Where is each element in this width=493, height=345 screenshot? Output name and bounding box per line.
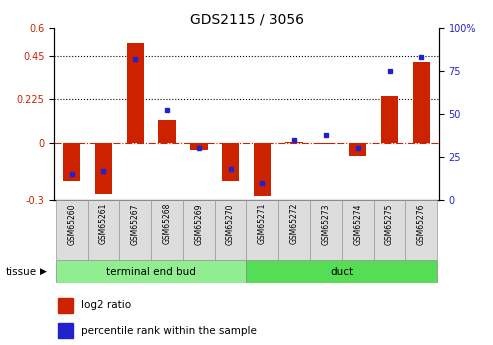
Text: GSM65270: GSM65270 <box>226 203 235 245</box>
Bar <box>56 260 246 283</box>
Bar <box>246 200 278 260</box>
Bar <box>246 260 437 283</box>
Bar <box>215 200 246 260</box>
Bar <box>374 200 405 260</box>
Text: GDS2115 / 3056: GDS2115 / 3056 <box>189 12 304 26</box>
Bar <box>119 200 151 260</box>
Text: GSM65272: GSM65272 <box>290 203 299 245</box>
Bar <box>317 142 335 144</box>
Text: GSM65260: GSM65260 <box>67 203 76 245</box>
Text: tissue: tissue <box>6 267 37 276</box>
Bar <box>349 142 366 156</box>
Bar <box>88 200 119 260</box>
Bar <box>183 200 215 260</box>
Bar <box>222 142 239 181</box>
Text: ▶: ▶ <box>40 267 47 276</box>
Text: GSM65268: GSM65268 <box>163 203 172 245</box>
Text: GSM65269: GSM65269 <box>194 203 203 245</box>
Bar <box>278 200 310 260</box>
Bar <box>63 142 80 181</box>
Bar <box>254 142 271 196</box>
Bar <box>58 297 73 313</box>
Bar <box>56 200 88 260</box>
Text: duct: duct <box>330 267 353 277</box>
Bar <box>413 62 430 142</box>
Bar <box>190 142 208 150</box>
Text: GSM65261: GSM65261 <box>99 203 108 245</box>
Bar <box>310 200 342 260</box>
Text: percentile rank within the sample: percentile rank within the sample <box>81 326 257 336</box>
Text: GSM65275: GSM65275 <box>385 203 394 245</box>
Text: GSM65271: GSM65271 <box>258 203 267 245</box>
Text: terminal end bud: terminal end bud <box>106 267 196 277</box>
Text: GSM65267: GSM65267 <box>131 203 140 245</box>
Text: log2 ratio: log2 ratio <box>81 300 131 310</box>
Bar <box>58 323 73 338</box>
Text: GSM65273: GSM65273 <box>321 203 330 245</box>
Bar <box>127 43 144 142</box>
Bar <box>158 120 176 142</box>
Bar <box>95 142 112 194</box>
Text: GSM65276: GSM65276 <box>417 203 426 245</box>
Text: GSM65274: GSM65274 <box>353 203 362 245</box>
Bar <box>381 96 398 142</box>
Bar <box>151 200 183 260</box>
Bar <box>405 200 437 260</box>
Bar <box>342 200 374 260</box>
